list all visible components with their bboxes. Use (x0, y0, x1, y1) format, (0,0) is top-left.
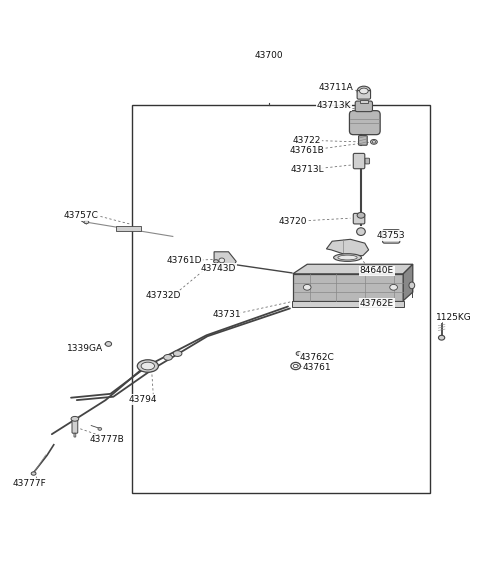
Bar (116, 227, 141, 231)
Text: 1339GA: 1339GA (67, 344, 104, 353)
Ellipse shape (357, 212, 365, 218)
FancyBboxPatch shape (72, 420, 78, 433)
Bar (132, 105, 430, 493)
FancyBboxPatch shape (365, 158, 370, 164)
Ellipse shape (371, 140, 377, 144)
Text: 43794: 43794 (129, 395, 157, 404)
Text: 43762C: 43762C (300, 353, 334, 362)
Ellipse shape (98, 428, 102, 431)
Bar (360, 100, 368, 103)
FancyBboxPatch shape (74, 433, 76, 437)
Ellipse shape (357, 86, 371, 96)
Text: 1125KG: 1125KG (436, 312, 471, 321)
Ellipse shape (106, 341, 111, 346)
Text: 43713K: 43713K (316, 101, 351, 110)
Ellipse shape (439, 335, 444, 340)
Text: 43713L: 43713L (290, 165, 324, 173)
FancyBboxPatch shape (359, 136, 367, 145)
Text: 43761B: 43761B (290, 146, 324, 154)
Ellipse shape (296, 351, 301, 355)
Ellipse shape (173, 351, 182, 357)
FancyBboxPatch shape (357, 90, 371, 99)
Ellipse shape (360, 88, 368, 94)
FancyBboxPatch shape (353, 214, 365, 224)
Ellipse shape (372, 141, 376, 143)
Ellipse shape (214, 260, 218, 263)
Polygon shape (293, 264, 413, 274)
Ellipse shape (334, 254, 361, 262)
Ellipse shape (303, 284, 311, 290)
Ellipse shape (409, 282, 415, 289)
Polygon shape (403, 264, 413, 301)
Text: 43720: 43720 (278, 216, 307, 225)
Text: 43743D: 43743D (201, 264, 236, 272)
Polygon shape (326, 240, 369, 255)
Text: 43731: 43731 (212, 310, 241, 319)
Ellipse shape (357, 228, 365, 236)
FancyBboxPatch shape (349, 111, 380, 134)
Ellipse shape (84, 220, 89, 224)
FancyBboxPatch shape (353, 153, 365, 169)
Text: 43777B: 43777B (89, 436, 124, 445)
Text: 43711A: 43711A (319, 83, 353, 92)
Text: 43762E: 43762E (360, 299, 394, 308)
FancyBboxPatch shape (383, 230, 400, 243)
Text: 43761: 43761 (302, 363, 331, 372)
Ellipse shape (219, 258, 225, 263)
Polygon shape (292, 301, 404, 306)
Ellipse shape (338, 255, 357, 260)
Ellipse shape (31, 472, 36, 475)
Polygon shape (214, 252, 236, 271)
Text: 43777F: 43777F (13, 479, 47, 488)
Text: 43732D: 43732D (145, 292, 181, 301)
Text: 43722: 43722 (293, 136, 322, 145)
Text: 43700: 43700 (254, 51, 283, 60)
Ellipse shape (71, 416, 79, 421)
Polygon shape (293, 274, 403, 301)
Ellipse shape (164, 354, 172, 360)
Text: 84640E: 84640E (360, 267, 394, 276)
Ellipse shape (141, 362, 155, 370)
Ellipse shape (390, 284, 397, 290)
FancyBboxPatch shape (355, 101, 372, 112)
Text: 43761D: 43761D (167, 256, 203, 265)
Text: 43757C: 43757C (63, 211, 98, 220)
Text: 43753: 43753 (377, 231, 406, 240)
Ellipse shape (137, 360, 158, 372)
